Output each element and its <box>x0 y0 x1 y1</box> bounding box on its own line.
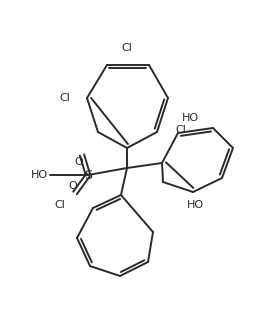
Text: HO: HO <box>181 113 198 123</box>
Text: Cl: Cl <box>121 43 132 53</box>
Text: Cl: Cl <box>54 200 65 210</box>
Text: HO: HO <box>186 200 203 210</box>
Text: HO: HO <box>31 170 48 180</box>
Text: O: O <box>68 181 77 191</box>
Text: Cl: Cl <box>59 93 70 103</box>
Text: S: S <box>84 169 92 182</box>
Text: O: O <box>74 157 83 167</box>
Text: Cl: Cl <box>175 125 186 135</box>
